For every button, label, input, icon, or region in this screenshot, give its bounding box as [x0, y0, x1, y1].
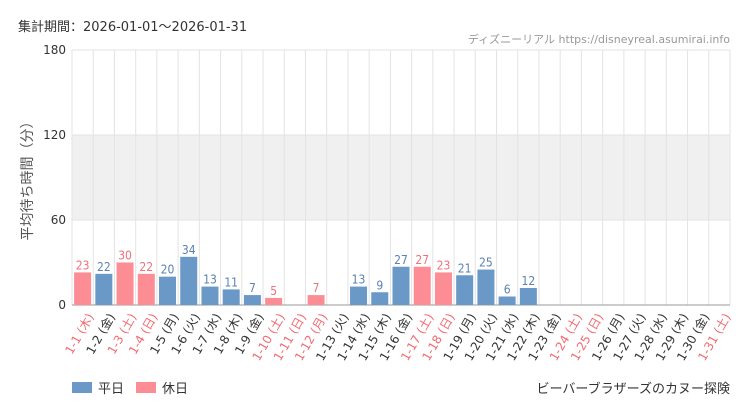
bar[interactable]: [74, 272, 92, 305]
bar[interactable]: [222, 289, 240, 305]
y-axis-label: 平均待ち時間（分）: [20, 115, 36, 241]
bar-value-label: 23: [76, 258, 90, 272]
bar-value-label: 20: [161, 263, 175, 277]
y-tick-label: 180: [43, 43, 66, 57]
bar-value-label: 25: [479, 256, 493, 270]
weekday-swatch: [72, 382, 92, 393]
bar[interactable]: [180, 256, 198, 305]
site-attribution: ディズニーリアル https://disneyreal.asumirai.inf…: [467, 33, 730, 46]
bar-value-label: 12: [521, 274, 535, 288]
legend-weekday-label: 平日: [98, 382, 125, 397]
bar[interactable]: [392, 266, 410, 305]
bar-value-label: 9: [376, 278, 383, 292]
bar[interactable]: [498, 296, 516, 306]
y-tick-label: 120: [43, 128, 66, 142]
bar[interactable]: [159, 276, 177, 305]
bar-value-label: 27: [394, 253, 408, 267]
bar[interactable]: [519, 288, 537, 305]
bar-value-label: 6: [504, 283, 511, 297]
bar[interactable]: [137, 273, 155, 305]
bar-value-label: 23: [437, 258, 451, 272]
bar[interactable]: [243, 295, 261, 305]
bar[interactable]: [371, 292, 389, 305]
bar-value-label: 27: [415, 253, 429, 267]
holiday-swatch: [136, 382, 157, 393]
bar-value-label: 22: [139, 260, 153, 274]
bar-value-label: 13: [352, 273, 366, 287]
bar[interactable]: [413, 266, 431, 305]
bar-value-label: 13: [203, 273, 217, 287]
period-label: 集計期間：2026-01-01～2026-01-31: [18, 20, 248, 35]
bar[interactable]: [434, 272, 452, 305]
attraction-name: ビーバーブラザーズのカヌー探険: [536, 382, 730, 397]
bar-value-label: 21: [458, 261, 472, 275]
y-tick-label: 0: [58, 298, 66, 312]
bar[interactable]: [456, 275, 474, 305]
legend: 平日 休日: [72, 378, 188, 397]
bar-value-label: 22: [97, 260, 111, 274]
bar[interactable]: [201, 286, 219, 305]
bar[interactable]: [116, 262, 134, 306]
bar[interactable]: [95, 273, 113, 305]
bar-value-label: 7: [249, 281, 256, 295]
bar[interactable]: [477, 269, 495, 305]
legend-weekday[interactable]: 平日: [72, 378, 124, 397]
bar[interactable]: [307, 295, 325, 305]
bar-value-label: 30: [118, 249, 132, 263]
bar-value-label: 11: [224, 275, 238, 289]
bar-value-label: 7: [313, 281, 320, 295]
bar-value-label: 34: [182, 243, 196, 257]
bar[interactable]: [350, 286, 368, 305]
bar-value-label: 5: [270, 284, 277, 298]
bar[interactable]: [265, 297, 283, 305]
legend-holiday[interactable]: 休日: [136, 378, 188, 397]
shaded-band: [72, 135, 730, 220]
legend-holiday-label: 休日: [162, 382, 189, 397]
y-tick-label: 60: [51, 213, 66, 227]
